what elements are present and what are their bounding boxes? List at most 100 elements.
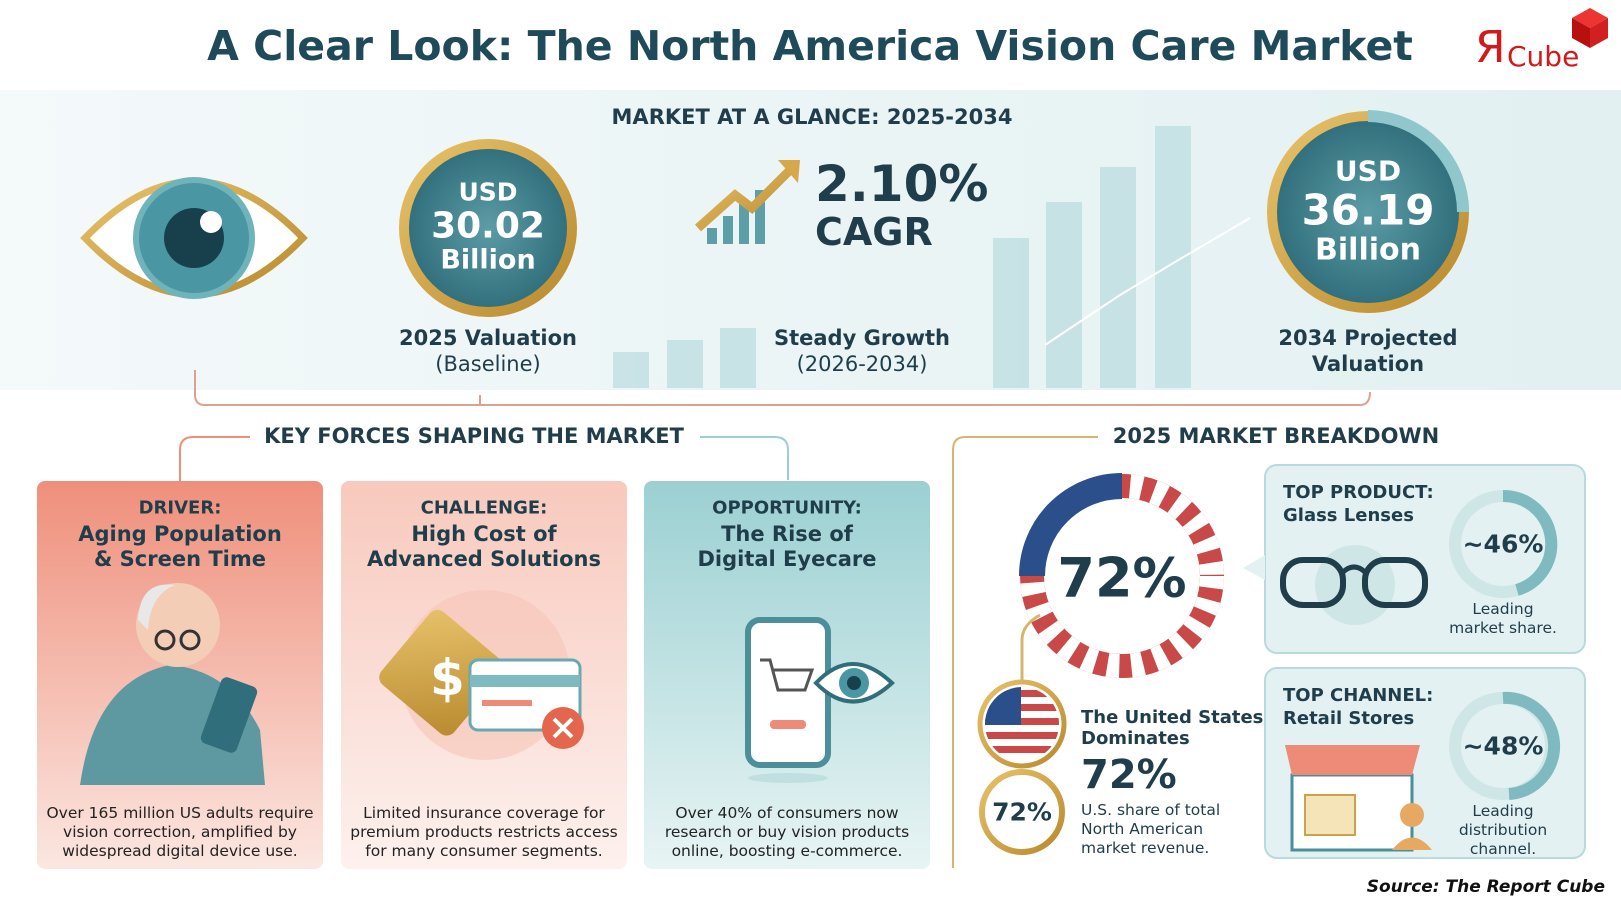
shape <box>985 746 1059 753</box>
shape <box>179 436 250 500</box>
shape <box>1285 745 1420 775</box>
flag-ring <box>1019 473 1224 678</box>
us-title: The United States <box>1081 707 1264 728</box>
card-title: & Screen Time <box>94 547 266 571</box>
logo-text: Cube <box>1507 40 1580 73</box>
card-title: Aging Population <box>78 522 282 546</box>
card-kind: DRIVER: <box>138 497 222 519</box>
end-ring-accent <box>1367 110 1469 213</box>
end-unit: USD <box>1334 154 1402 188</box>
card-title: The Rise of <box>721 522 853 546</box>
start-label: 2025 Valuation <box>399 326 577 350</box>
shape <box>700 436 789 480</box>
shape <box>993 238 1029 388</box>
growth-sublabel: (2026-2034) <box>796 352 928 376</box>
end-scale: Billion <box>1315 232 1421 268</box>
shape <box>707 228 717 244</box>
shape <box>1046 202 1082 388</box>
channel-note: Leading distribution channel. <box>1458 802 1548 858</box>
shape <box>760 658 815 692</box>
shape <box>1020 474 1224 678</box>
start-unit: USD <box>458 177 518 207</box>
start-scale: Billion <box>440 244 536 276</box>
card-kind: OPPORTUNITY: <box>712 497 862 519</box>
start-sublabel: (Baseline) <box>435 352 541 376</box>
connectors <box>179 370 1371 868</box>
shape <box>179 629 201 651</box>
price-tag-illustration: $ <box>379 590 584 760</box>
logo-cube <box>1572 8 1608 48</box>
channel-name: Retail Stores <box>1283 708 1415 729</box>
end-value: 36.19 <box>1301 185 1435 235</box>
us-title: Dominates <box>1081 728 1190 749</box>
shape <box>154 629 176 651</box>
title: A Clear Look: The North America Vision C… <box>207 22 1413 70</box>
shape <box>194 370 481 406</box>
shape <box>1046 500 1198 652</box>
shape <box>985 732 1059 739</box>
store-icon <box>1285 745 1432 852</box>
shape <box>745 617 831 768</box>
channel-heading: TOP CHANNEL: <box>1283 685 1434 706</box>
shape <box>470 675 580 687</box>
shape <box>1362 557 1428 608</box>
card-text: Limited insurance coverage for premium p… <box>350 804 618 860</box>
senior-illustration <box>80 583 265 785</box>
card-title: High Cost of <box>411 522 557 546</box>
shape <box>1155 126 1191 388</box>
shape <box>613 352 649 388</box>
shape <box>1502 691 1561 800</box>
shape <box>755 190 765 244</box>
us-text: U.S. share of total North American marke… <box>1081 801 1221 857</box>
shape <box>1315 545 1395 625</box>
glasses-icon <box>1280 545 1428 625</box>
shape <box>1400 803 1424 827</box>
shape <box>200 211 222 233</box>
product-share: ~46% <box>1462 529 1544 559</box>
shape <box>667 340 703 388</box>
us-value: 72% <box>1081 752 1177 798</box>
shape <box>200 677 258 753</box>
us-badge-value: 72% <box>992 797 1052 827</box>
shape <box>1100 167 1136 388</box>
shape <box>985 690 1059 697</box>
shape <box>952 436 1098 868</box>
growth-unit: CAGR <box>815 210 933 254</box>
glance-heading: MARKET AT A GLANCE: 2025-2034 <box>611 105 1013 129</box>
shape <box>1341 564 1367 574</box>
card-title: Advanced Solutions <box>367 547 601 571</box>
shape <box>1019 473 1123 577</box>
shape <box>985 704 1059 711</box>
growth-icon <box>695 160 800 244</box>
shape <box>778 160 800 183</box>
shape <box>985 718 1059 725</box>
shape <box>720 328 756 388</box>
eye-icon <box>80 177 308 299</box>
shape <box>552 717 574 739</box>
start-ring <box>399 139 577 317</box>
card-text: Over 165 million US adults require visio… <box>46 804 314 860</box>
shape <box>1392 837 1432 850</box>
pointer <box>1243 555 1265 580</box>
forces-heading: KEY FORCES SHAPING THE MARKET <box>254 424 694 448</box>
shape <box>1304 794 1356 836</box>
shape <box>847 676 861 690</box>
shape <box>739 204 749 244</box>
channel-share: ~48% <box>1462 731 1544 761</box>
us-badge <box>979 769 1065 855</box>
phone-illustration <box>745 617 895 783</box>
product-name: Glass Lenses <box>1283 505 1414 526</box>
shape <box>723 216 733 244</box>
product-note: Leading market share. <box>1449 600 1557 637</box>
card-title: Digital Eyecare <box>697 547 877 571</box>
shape <box>482 700 532 706</box>
shape <box>985 687 1059 761</box>
card-text: Over 40% of consumers now research or bu… <box>664 804 910 860</box>
end-label: 2034 Projected <box>1278 326 1458 350</box>
shape <box>695 166 794 232</box>
card-kind: CHALLENGE: <box>420 497 548 519</box>
growth-value: 2.10% <box>815 155 989 213</box>
start-value: 30.02 <box>431 205 545 247</box>
